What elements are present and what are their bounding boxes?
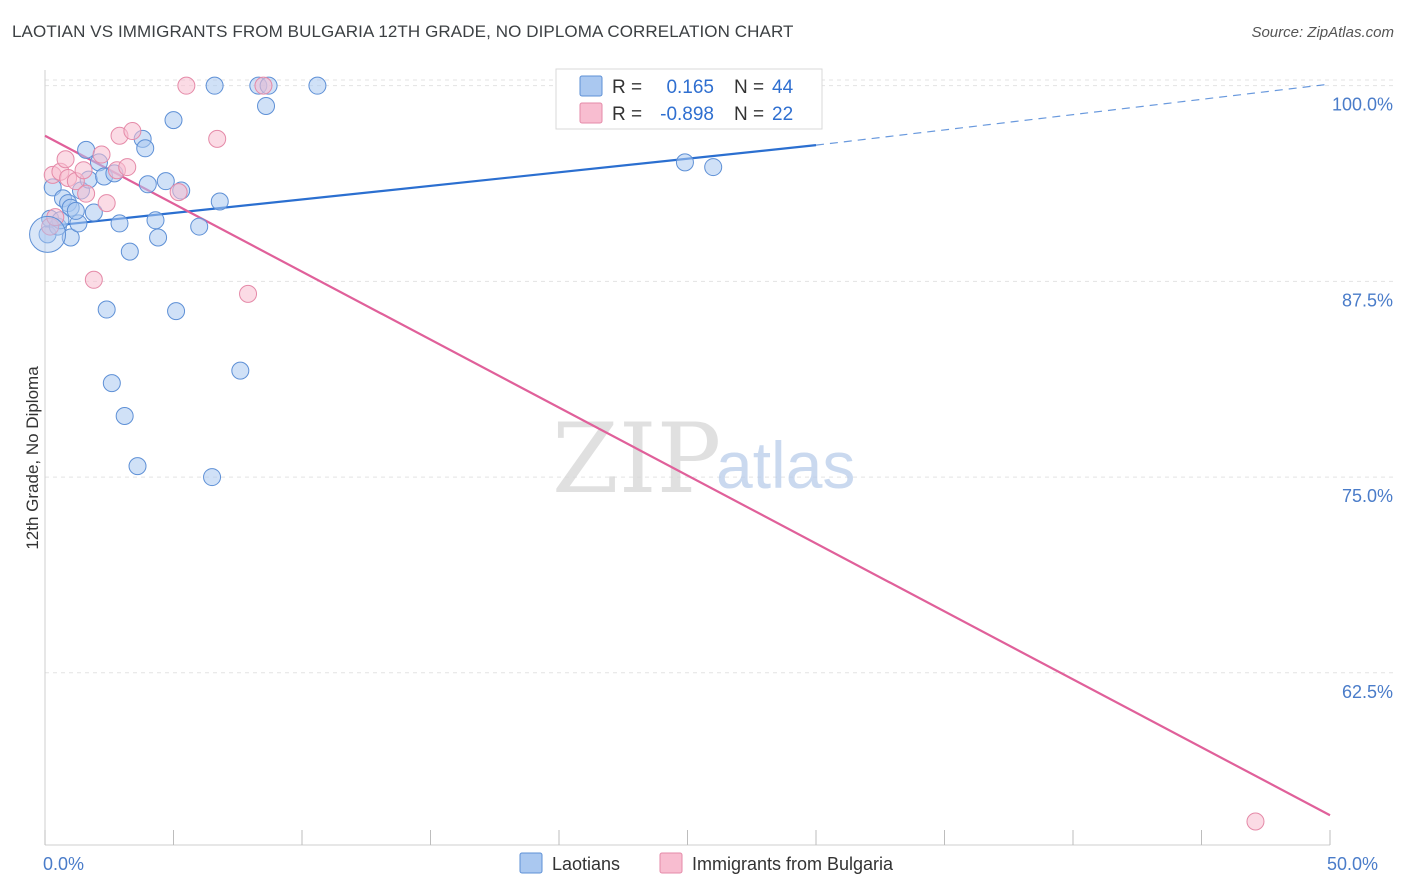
- point-bulgaria: [123, 122, 142, 141]
- chart-title: LAOTIAN VS IMMIGRANTS FROM BULGARIA 12TH…: [12, 22, 794, 41]
- point-laotians: [66, 201, 85, 220]
- point-laotians: [149, 228, 168, 247]
- point-laotians: [110, 214, 129, 233]
- point-bulgaria: [1246, 812, 1265, 831]
- point-laotians: [231, 361, 250, 380]
- y-tick-labels: 100.0% 87.5% 75.0% 62.5%: [1332, 95, 1393, 702]
- point-laotians: [84, 203, 103, 222]
- y-axis-title: 12th Grade, No Diploma: [23, 366, 42, 550]
- point-laotians: [128, 457, 147, 476]
- legend-swatch-bulgaria: [659, 852, 683, 874]
- x-ticks: 0.0% 50.0%: [43, 830, 1378, 874]
- point-laotians: [102, 374, 121, 393]
- point-laotians: [704, 158, 723, 177]
- point-laotians: [136, 139, 155, 158]
- point-laotians: [115, 407, 134, 426]
- point-laotians: [77, 140, 96, 159]
- point-laotians: [97, 300, 116, 319]
- legend-label-laotians: Laotians: [552, 854, 620, 874]
- data-points: [29, 76, 1265, 831]
- point-laotians: [257, 97, 276, 116]
- y-tick-label: 62.5%: [1342, 682, 1393, 702]
- trend-line-bulgaria: [44, 134, 1331, 817]
- point-bulgaria: [177, 76, 196, 95]
- point-bulgaria: [92, 145, 111, 164]
- point-laotians: [61, 228, 80, 247]
- stats-swatch-laotians: [579, 75, 603, 97]
- stats-legend: R = 0.165 N = 44 R = -0.898 N = 22: [555, 68, 823, 130]
- trend-line-laotians-extension: [815, 83, 1331, 146]
- y-tick-label: 100.0%: [1332, 95, 1393, 115]
- point-bulgaria: [169, 183, 188, 202]
- point-laotians: [164, 111, 183, 130]
- point-laotians: [205, 76, 224, 95]
- point-bulgaria: [77, 184, 96, 203]
- y-tick-label: 87.5%: [1342, 290, 1393, 310]
- point-laotians: [308, 76, 327, 95]
- point-bulgaria: [208, 129, 227, 148]
- stats-n-value-2: 22: [772, 104, 793, 125]
- point-laotians: [675, 153, 694, 172]
- point-bulgaria: [254, 76, 273, 95]
- stats-n-value-1: 44: [772, 77, 794, 98]
- point-bulgaria: [97, 194, 116, 213]
- point-bulgaria: [56, 150, 75, 169]
- point-laotians: [190, 217, 209, 236]
- point-laotians: [156, 172, 175, 191]
- point-bulgaria: [84, 270, 103, 289]
- watermark-zip: ZIP: [552, 403, 721, 515]
- legend-swatch-laotians: [519, 852, 543, 874]
- stats-r-value-1: 0.165: [666, 77, 714, 98]
- point-bulgaria: [118, 158, 137, 177]
- stats-n-label-1: N =: [734, 77, 764, 98]
- point-laotians: [210, 192, 229, 211]
- y-tick-label: 75.0%: [1342, 486, 1393, 506]
- point-bulgaria: [74, 161, 93, 180]
- x-tick-label: 0.0%: [43, 854, 84, 874]
- point-laotians: [120, 242, 139, 261]
- watermark-atlas: atlas: [716, 428, 855, 502]
- point-laotians: [203, 468, 222, 487]
- series-legend: Laotians Immigrants from Bulgaria: [519, 852, 894, 874]
- stats-n-label-2: N =: [734, 104, 764, 125]
- stats-r-label-2: R =: [612, 104, 642, 125]
- stats-r-label-1: R =: [612, 77, 642, 98]
- point-bulgaria: [239, 284, 258, 303]
- legend-label-bulgaria: Immigrants from Bulgaria: [692, 854, 894, 874]
- point-laotians-cluster: [29, 215, 67, 253]
- x-tick-label: 50.0%: [1327, 854, 1378, 874]
- stats-swatch-bulgaria: [579, 102, 603, 124]
- point-laotians: [167, 302, 186, 321]
- source-credit: Source: ZipAtlas.com: [1251, 24, 1394, 41]
- watermark: ZIP atlas: [552, 403, 855, 515]
- stats-r-value-2: -0.898: [660, 104, 714, 125]
- point-laotians: [146, 211, 165, 230]
- point-laotians: [138, 175, 157, 194]
